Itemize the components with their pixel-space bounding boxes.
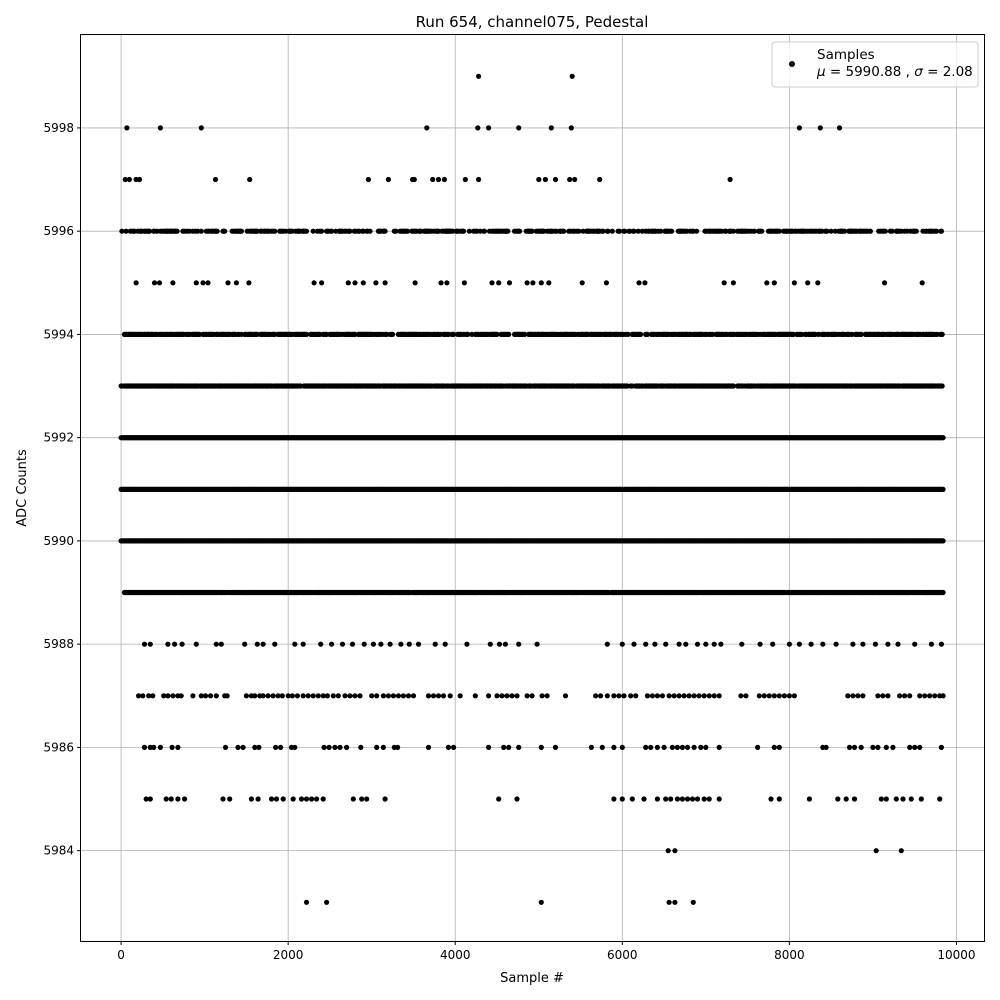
data-point	[382, 228, 388, 234]
data-point	[393, 228, 399, 234]
data-point	[303, 228, 310, 234]
data-point	[940, 435, 946, 441]
data-point	[214, 228, 220, 234]
data-point	[605, 228, 611, 234]
data-point	[776, 228, 782, 234]
data-point	[466, 228, 472, 234]
data-point	[146, 228, 153, 234]
data-point	[222, 228, 228, 234]
data-point	[889, 228, 895, 234]
data-point	[938, 228, 945, 234]
data-point	[481, 228, 488, 234]
data-point	[600, 228, 606, 234]
data-point	[329, 228, 335, 234]
data-point	[506, 331, 512, 337]
data-point	[631, 228, 637, 234]
chart-title: Run 654, channel075, Pedestal	[416, 13, 649, 31]
data-point	[505, 228, 511, 234]
data-point	[730, 228, 737, 234]
data-point	[576, 228, 582, 234]
data-point	[824, 228, 830, 234]
data-point	[939, 383, 945, 389]
data-point	[461, 228, 467, 234]
data-point	[694, 228, 700, 234]
data-point	[198, 228, 204, 234]
data-point	[669, 228, 675, 234]
data-point	[347, 228, 353, 234]
data-point	[625, 331, 631, 337]
data-point	[303, 331, 310, 337]
data-point	[529, 228, 535, 234]
data-point	[940, 486, 946, 492]
data-points	[118, 73, 946, 905]
data-point	[310, 228, 316, 234]
data-point	[858, 331, 864, 337]
data-point	[609, 228, 615, 234]
data-point	[405, 228, 411, 234]
data-point	[658, 228, 664, 234]
data-point	[759, 228, 765, 234]
data-point	[730, 383, 737, 389]
data-point	[367, 228, 373, 234]
data-point	[522, 331, 528, 337]
data-point	[390, 331, 396, 337]
data-point	[272, 228, 278, 234]
data-point	[913, 228, 919, 234]
data-point	[933, 228, 940, 234]
data-point	[494, 331, 500, 337]
data-point	[123, 228, 129, 234]
data-point	[867, 228, 874, 234]
data-point	[174, 228, 180, 234]
data-point	[465, 331, 471, 337]
data-point	[828, 228, 834, 234]
data-point	[751, 228, 757, 234]
data-point	[882, 228, 889, 234]
data-point	[644, 331, 651, 337]
data-point	[561, 228, 567, 234]
data-point	[939, 331, 945, 337]
data-point	[238, 228, 244, 234]
data-point	[319, 228, 325, 234]
data-point	[638, 331, 644, 337]
data-point	[617, 228, 623, 234]
data-point	[635, 228, 641, 234]
data-point	[622, 228, 628, 234]
data-point	[517, 228, 523, 234]
data-point	[940, 538, 946, 544]
data-point	[841, 228, 848, 234]
data-point	[451, 331, 457, 337]
data-point	[119, 228, 125, 234]
